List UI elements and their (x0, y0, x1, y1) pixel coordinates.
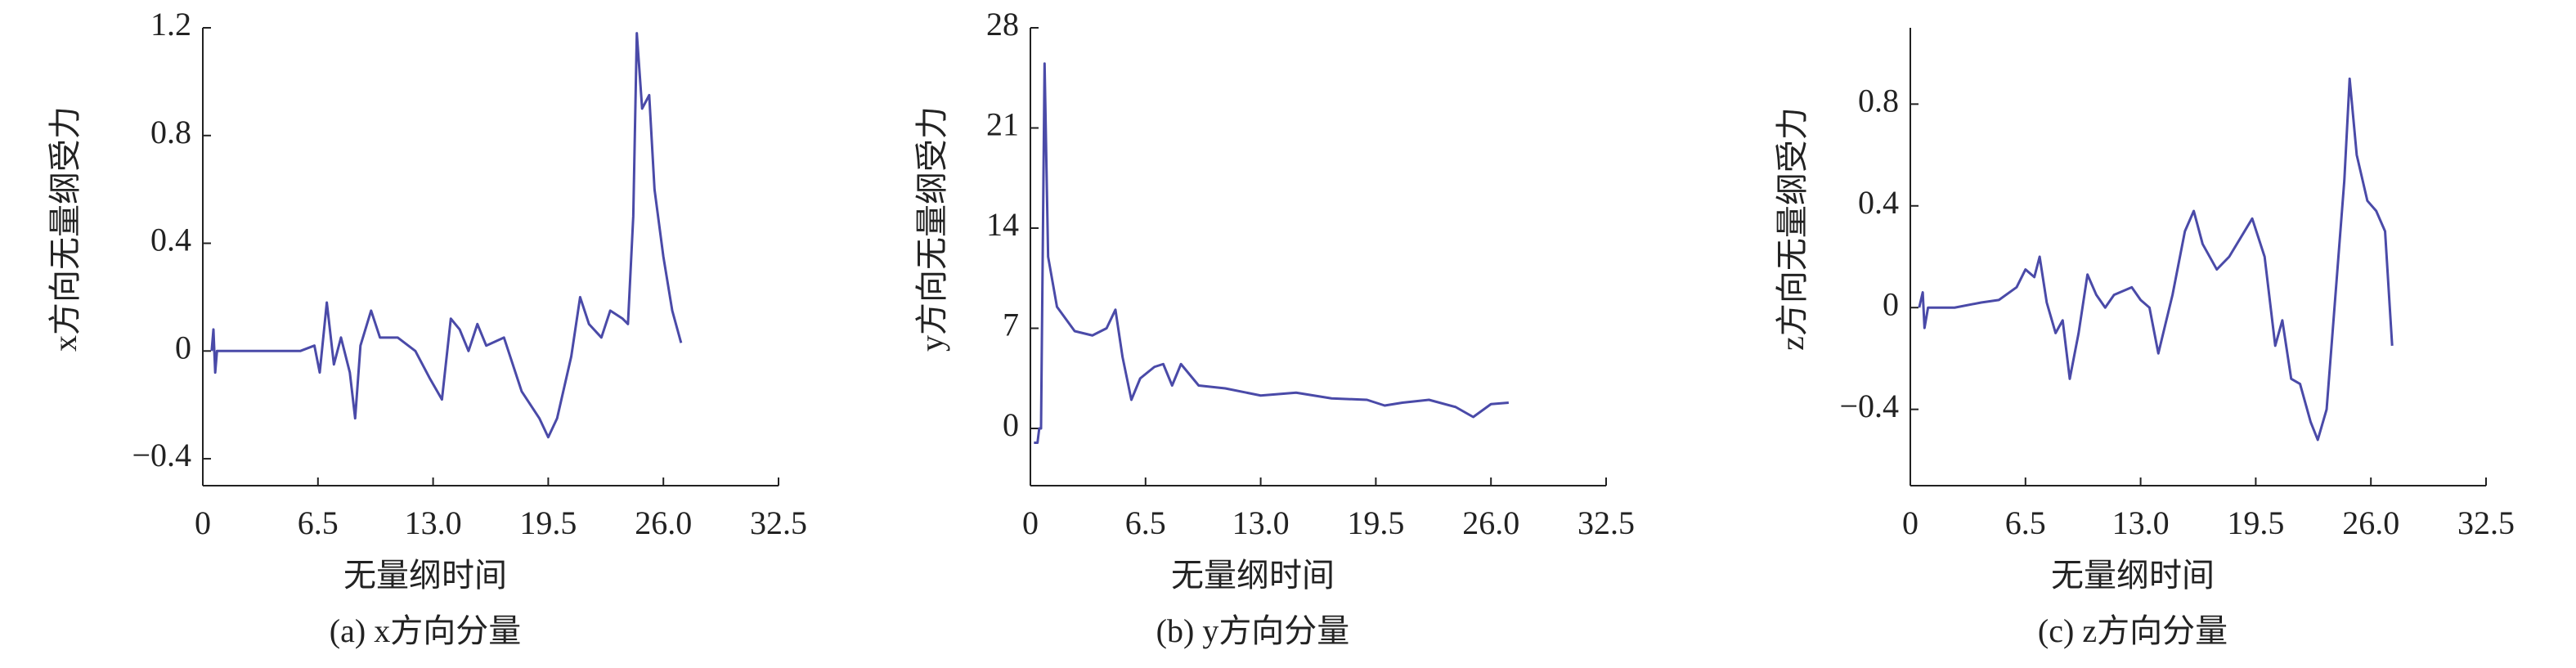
y-tick-label: 14 (986, 206, 1019, 243)
x-tick-label: 32.5 (750, 504, 807, 541)
x-tick-label: 0 (1022, 504, 1039, 541)
x-tick-label: 19.5 (2227, 504, 2284, 541)
x-tick-label: 0 (195, 504, 211, 541)
y-tick-label: 0.4 (1858, 184, 1899, 221)
y-tick-label: 0 (175, 329, 191, 365)
y-axis-label: z方向无量纲受力 (1774, 107, 1811, 351)
x-tick-label: 6.5 (298, 504, 339, 541)
y-tick-label: 28 (986, 6, 1019, 43)
data-line (1918, 77, 2394, 442)
y-tick-label: 0.8 (1858, 83, 1899, 119)
x-axis-label: 无量纲时间 (1171, 557, 1335, 594)
data-line (210, 32, 683, 439)
x-tick-label: 26.0 (635, 504, 692, 541)
x-axis-label: 无量纲时间 (343, 557, 507, 594)
x-tick-label: 13.0 (1232, 504, 1290, 541)
x-tick-label: 19.5 (1347, 504, 1404, 541)
y-tick-label: 0.4 (150, 222, 191, 258)
y-axis-label: y方向无量纲受力 (913, 106, 950, 352)
x-tick-label: 19.5 (519, 504, 577, 541)
x-tick-label: 0 (1902, 504, 1919, 541)
x-tick-label: 26.0 (1462, 504, 1519, 541)
y-tick-label: −0.4 (1839, 388, 1899, 424)
y-tick-label: 21 (986, 106, 1019, 143)
x-tick-label: 13.0 (405, 504, 462, 541)
x-tick-label: 32.5 (2457, 504, 2515, 541)
caption: (a) x方向分量 (330, 612, 521, 649)
y-tick-label: 0 (1003, 406, 1019, 443)
x-axis-label: 无量纲时间 (2051, 557, 2215, 594)
y-tick-label: 0.8 (150, 114, 191, 150)
data-line (1034, 62, 1509, 444)
x-tick-label: 6.5 (2005, 504, 2046, 541)
caption: (c) z方向分量 (2038, 612, 2228, 649)
x-tick-label: 32.5 (1577, 504, 1635, 541)
y-tick-label: 1.2 (150, 6, 191, 43)
caption: (b) y方向分量 (1156, 612, 1350, 649)
y-tick-label: 0 (1883, 285, 1899, 322)
y-tick-label: −0.4 (132, 437, 191, 473)
y-tick-label: 7 (1003, 307, 1019, 343)
x-tick-label: 13.0 (2112, 504, 2170, 541)
y-axis-label: x方向无量纲受力 (47, 106, 83, 352)
x-tick-label: 6.5 (1125, 504, 1166, 541)
x-tick-label: 26.0 (2342, 504, 2399, 541)
